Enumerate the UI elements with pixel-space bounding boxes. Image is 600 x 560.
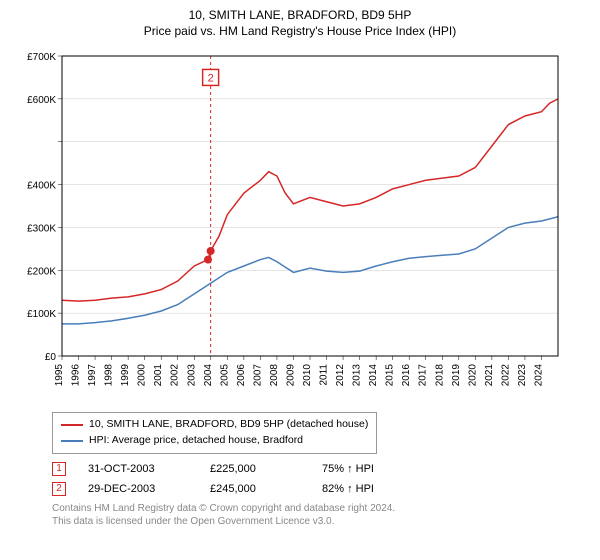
svg-text:2: 2 [208,72,214,84]
svg-text:2009: 2009 [285,364,296,387]
legend-swatch [61,424,83,426]
svg-text:1998: 1998 [104,364,115,387]
svg-text:1997: 1997 [87,364,98,387]
svg-text:2011: 2011 [319,364,330,386]
legend-swatch [61,440,83,442]
svg-text:2014: 2014 [368,364,379,387]
svg-text:2024: 2024 [533,364,544,387]
sales-table: 1 31-OCT-2003 £225,000 75% ↑ HPI 2 29-DEC-200… [52,462,588,496]
footer-line1: Contains HM Land Registry data © Crown c… [52,502,588,515]
svg-text:2006: 2006 [236,364,247,387]
svg-text:2020: 2020 [467,364,478,387]
svg-text:2023: 2023 [517,364,528,387]
svg-text:2001: 2001 [153,364,164,387]
svg-text:£300K: £300K [27,223,56,234]
svg-text:1996: 1996 [71,364,82,387]
svg-text:2003: 2003 [186,364,197,387]
line-chart-svg: £0 £100K £200K £300K £400K £600K £700K 1995 1996… [12,46,588,406]
svg-text:2010: 2010 [302,364,313,387]
svg-text:2018: 2018 [434,364,445,387]
svg-text:1995: 1995 [54,364,65,387]
sale-date: 31-OCT-2003 [88,463,188,475]
legend-label: 10, SMITH LANE, BRADFORD, BD9 5HP (detac… [89,417,368,433]
svg-text:2022: 2022 [500,364,511,387]
svg-text:2019: 2019 [451,364,462,387]
sale-row: 1 31-OCT-2003 £225,000 75% ↑ HPI [52,462,588,476]
legend-label: HPI: Average price, detached house, Brad… [89,433,303,449]
svg-text:2002: 2002 [170,364,181,387]
svg-text:2017: 2017 [418,364,429,387]
svg-text:2015: 2015 [385,364,396,387]
svg-text:2016: 2016 [401,364,412,387]
chart-area: £0 £100K £200K £300K £400K £600K £700K 1995 1996… [12,46,588,406]
svg-text:2005: 2005 [219,364,230,387]
svg-text:£400K: £400K [27,181,56,192]
sale-hpi: 82% ↑ HPI [322,483,412,495]
svg-text:£700K: £700K [27,52,56,63]
svg-text:2007: 2007 [252,364,263,387]
chart-subtitle: Price paid vs. HM Land Registry's House … [12,24,588,38]
sale-price: £245,000 [210,483,300,495]
svg-text:£200K: £200K [27,266,56,277]
sale-date: 29-DEC-2003 [88,483,188,495]
svg-text:£100K: £100K [27,309,56,320]
sale-row: 2 29-DEC-2003 £245,000 82% ↑ HPI [52,482,588,496]
svg-text:2013: 2013 [352,364,363,387]
svg-text:2008: 2008 [269,364,280,387]
svg-text:2021: 2021 [484,364,495,387]
sale-price: £225,000 [210,463,300,475]
svg-text:1999: 1999 [120,364,131,387]
footer-attribution: Contains HM Land Registry data © Crown c… [52,502,588,528]
legend-item: HPI: Average price, detached house, Brad… [61,433,368,449]
svg-text:£600K: £600K [27,95,56,106]
svg-text:2000: 2000 [137,364,148,387]
svg-text:2004: 2004 [203,364,214,387]
svg-text:£0: £0 [45,352,57,363]
footer-line2: This data is licensed under the Open Gov… [52,515,588,528]
sale-marker-box: 2 [52,482,66,496]
svg-text:2012: 2012 [335,364,346,387]
sale-hpi: 75% ↑ HPI [322,463,412,475]
legend-item: 10, SMITH LANE, BRADFORD, BD9 5HP (detac… [61,417,368,433]
sale-marker-box: 1 [52,462,66,476]
legend: 10, SMITH LANE, BRADFORD, BD9 5HP (detac… [52,412,377,454]
chart-title: 10, SMITH LANE, BRADFORD, BD9 5HP [12,8,588,22]
